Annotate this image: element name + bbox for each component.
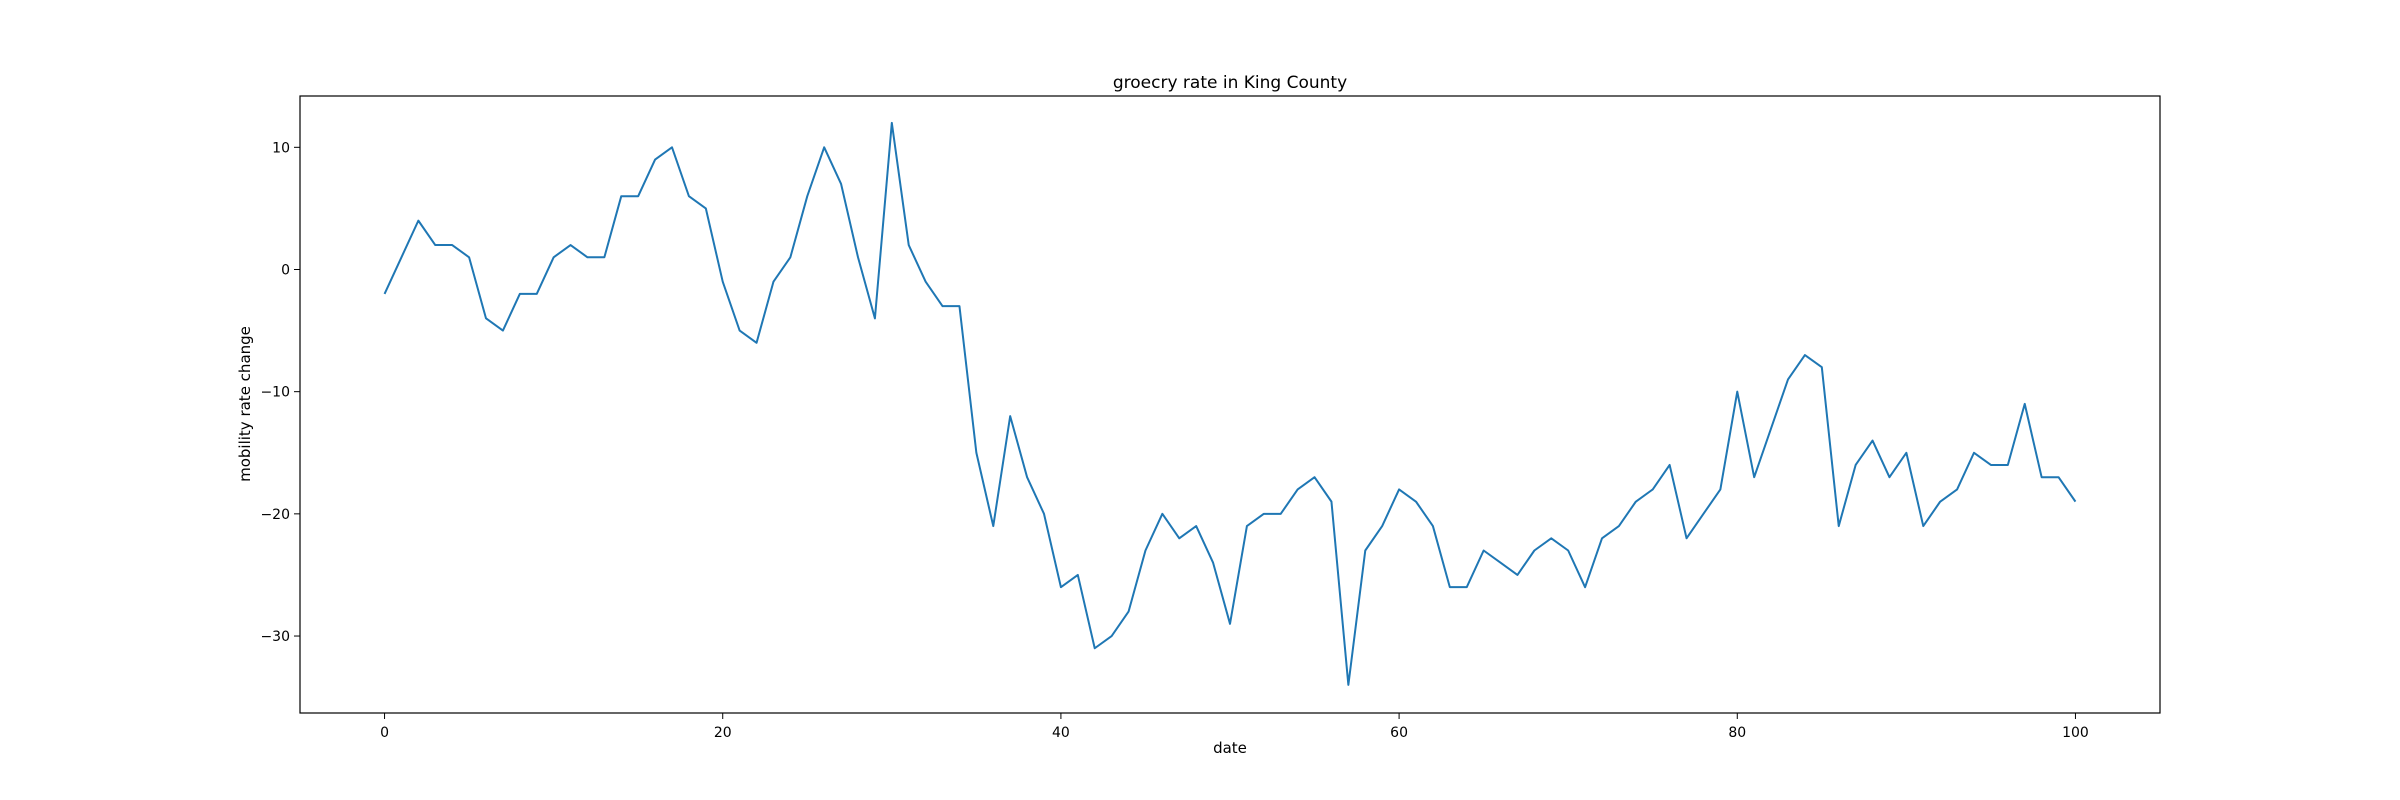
x-tick-label: 100 <box>2062 725 2089 741</box>
y-tick-label: −10 <box>260 385 290 401</box>
x-tick-label: 80 <box>1728 725 1746 741</box>
x-tick-label: 40 <box>1052 725 1070 741</box>
x-tick-label: 0 <box>380 725 389 741</box>
x-tick-label: 60 <box>1390 725 1408 741</box>
y-axis-label: mobility rate change <box>236 326 254 482</box>
y-axis: 10 0 −10 −20 −30 <box>260 140 300 645</box>
x-axis-label: date <box>1213 739 1247 757</box>
y-tick-label: 0 <box>281 262 290 278</box>
x-tick-label: 20 <box>714 725 732 741</box>
y-tick-label: −30 <box>260 629 290 645</box>
y-tick-label: 10 <box>272 140 290 156</box>
series-line <box>383 121 2077 686</box>
plot-frame <box>299 95 2161 714</box>
series-layer <box>383 121 2077 686</box>
y-tick-label: −20 <box>260 507 290 523</box>
plot-area <box>299 95 2161 714</box>
x-axis: 0 20 40 60 80 100 <box>380 713 2089 741</box>
chart-title: groecry rate in King County <box>1113 73 1347 93</box>
